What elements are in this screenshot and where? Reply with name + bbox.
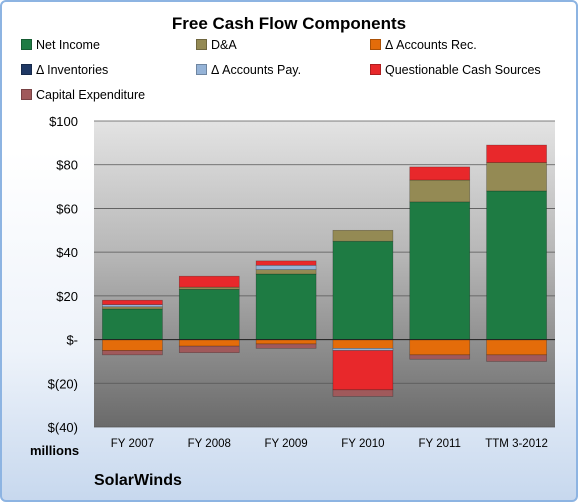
bar-net-income-fy-2008: [178, 288, 240, 340]
bar-accounts-rec-fy-2009: [255, 339, 317, 345]
y-tick-label: $60: [56, 201, 78, 216]
bar-questionable-cash-sources-fy-2009: [255, 260, 317, 266]
legend-label: Δ Inventories: [36, 63, 109, 77]
bar-questionable-cash-sources-fy-2007: [102, 299, 163, 305]
legend-swatch: [21, 39, 32, 50]
legend-swatch: [370, 39, 381, 50]
bar-d-a-ttm-3-2012: [486, 162, 547, 192]
x-tick-label: FY 2011: [419, 438, 461, 450]
legend-item-questionable-cash-sources: Questionable Cash Sources: [370, 63, 541, 77]
bar-net-income-fy-2007: [102, 308, 163, 340]
x-tick-label: FY 2008: [188, 438, 231, 450]
legend-item-net-income: Net Income: [21, 38, 100, 52]
bar-accounts-rec-fy-2008: [178, 339, 240, 347]
x-tick-label: TTM 3-2012: [485, 438, 548, 450]
bar-net-income-fy-2009: [255, 273, 317, 340]
bar-accounts-pay-fy-2007: [102, 304, 163, 308]
bar-net-income-fy-2011: [409, 201, 471, 340]
y-tick-label: $(40): [48, 420, 78, 435]
legend-label: Questionable Cash Sources: [385, 63, 541, 77]
bar-capital-expenditure-fy-2011: [409, 354, 471, 360]
y-tick-label: $80: [56, 158, 78, 173]
bar-accounts-rec-fy-2011: [409, 339, 471, 356]
bar-d-a-fy-2011: [409, 179, 471, 203]
bar-capital-expenditure-ttm-3-2012: [486, 354, 547, 362]
y-tick-label: $-: [66, 333, 78, 348]
bar-accounts-pay-fy-2010: [332, 348, 394, 351]
bar-accounts-rec-ttm-3-2012: [486, 339, 547, 356]
legend-label: Δ Accounts Pay.: [211, 63, 302, 77]
legend-label: Capital Expenditure: [36, 88, 146, 102]
y-tick-label: $20: [56, 289, 78, 304]
bar-accounts-rec-fy-2010: [332, 339, 394, 349]
legend-label: D&A: [211, 38, 237, 52]
bar-net-income-ttm-3-2012: [486, 190, 547, 340]
bar-d-a-fy-2009: [255, 269, 317, 275]
legend-item-inventories: Δ Inventories: [21, 63, 108, 77]
bar-questionable-cash-sources-fy-2011: [409, 166, 471, 181]
bar-capital-expenditure-fy-2009: [255, 343, 317, 349]
bar-d-a-fy-2008: [178, 286, 240, 290]
bar-questionable-cash-sources-fy-2008: [178, 275, 240, 288]
x-tick-label: FY 2009: [264, 438, 307, 450]
bar-d-a-fy-2007: [102, 306, 163, 310]
bar-capital-expenditure-fy-2010: [332, 389, 394, 397]
legend-swatch: [370, 64, 381, 75]
x-tick-label: FY 2010: [341, 438, 384, 450]
bar-accounts-rec-fy-2007: [102, 339, 163, 351]
x-tick-label: FY 2007: [111, 438, 154, 450]
y-tick-label: $(20): [48, 376, 78, 391]
legend-item-accounts-pay: Δ Accounts Pay.: [196, 63, 301, 77]
legend-item-capital-expenditure: Capital Expenditure: [21, 88, 145, 102]
bar-capital-expenditure-fy-2008: [178, 345, 240, 353]
y-tick-label: $100: [49, 114, 78, 129]
bar-net-income-fy-2010: [332, 240, 394, 340]
bar-questionable-cash-sources-fy-2010: [332, 350, 394, 391]
y-tick-label: $40: [56, 245, 78, 260]
legend-swatch: [196, 64, 207, 75]
legend-item-d-a: D&A: [196, 38, 237, 52]
legend-item-accounts-rec: Δ Accounts Rec.: [370, 38, 477, 52]
bar-d-a-fy-2010: [332, 229, 394, 242]
company-name: SolarWinds: [94, 472, 182, 489]
legend-swatch: [21, 64, 32, 75]
chart-title: Free Cash Flow Components: [171, 14, 407, 33]
bar-questionable-cash-sources-ttm-3-2012: [486, 144, 547, 163]
legend-swatch: [21, 89, 32, 100]
bar-accounts-pay-fy-2009: [255, 264, 317, 270]
y-unit-label: millions: [30, 443, 80, 458]
legend-label: Net Income: [36, 38, 100, 52]
legend-swatch: [196, 39, 207, 50]
plot-area: [94, 121, 555, 427]
legend-label: Δ Accounts Rec.: [385, 38, 477, 52]
bar-capital-expenditure-fy-2007: [102, 350, 163, 356]
